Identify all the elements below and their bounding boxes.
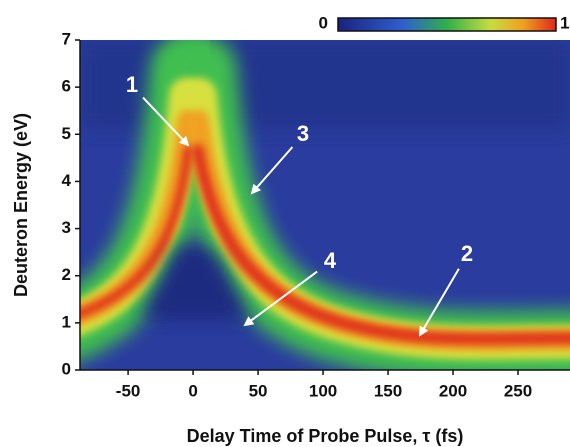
y-tick-label: 6: [62, 77, 71, 96]
x-tick-label: 250: [504, 381, 532, 400]
annotation: 1: [126, 72, 138, 97]
x-tick-label: 0: [188, 381, 197, 400]
x-tick-label: 100: [309, 381, 337, 400]
y-tick-label: 4: [62, 171, 72, 190]
x-tick-label: -50: [116, 381, 141, 400]
colorbar-label: 0: [319, 13, 328, 32]
annotation-arrow: [418, 268, 460, 337]
annotation-arrow: [243, 270, 318, 327]
colorbar: [337, 17, 557, 32]
x-tick-label: 200: [439, 381, 467, 400]
annotation-arrow: [142, 96, 190, 147]
y-tick-label: 2: [62, 265, 71, 284]
annotation: 4: [324, 248, 337, 273]
heatmap: [80, 40, 570, 370]
y-tick-label: 1: [62, 312, 71, 331]
annotation-arrow: [250, 146, 294, 195]
y-tick-label: 5: [62, 124, 71, 143]
annotation: 3: [297, 121, 309, 146]
y-axis-label: Deuteron Energy (eV): [11, 113, 31, 297]
colorbar-label: 1: [560, 13, 569, 32]
x-axis-label: Delay Time of Probe Pulse, τ (fs): [187, 426, 464, 446]
y-tick-label: 0: [62, 359, 71, 378]
y-tick-label: 3: [62, 218, 71, 237]
x-tick-label: 50: [249, 381, 268, 400]
y-tick-label: 7: [62, 29, 71, 48]
x-tick-label: 150: [374, 381, 402, 400]
annotation: 2: [461, 241, 473, 266]
